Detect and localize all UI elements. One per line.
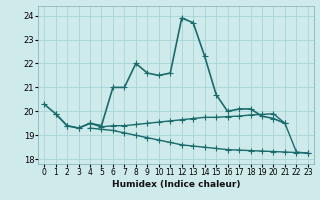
X-axis label: Humidex (Indice chaleur): Humidex (Indice chaleur) xyxy=(112,180,240,189)
